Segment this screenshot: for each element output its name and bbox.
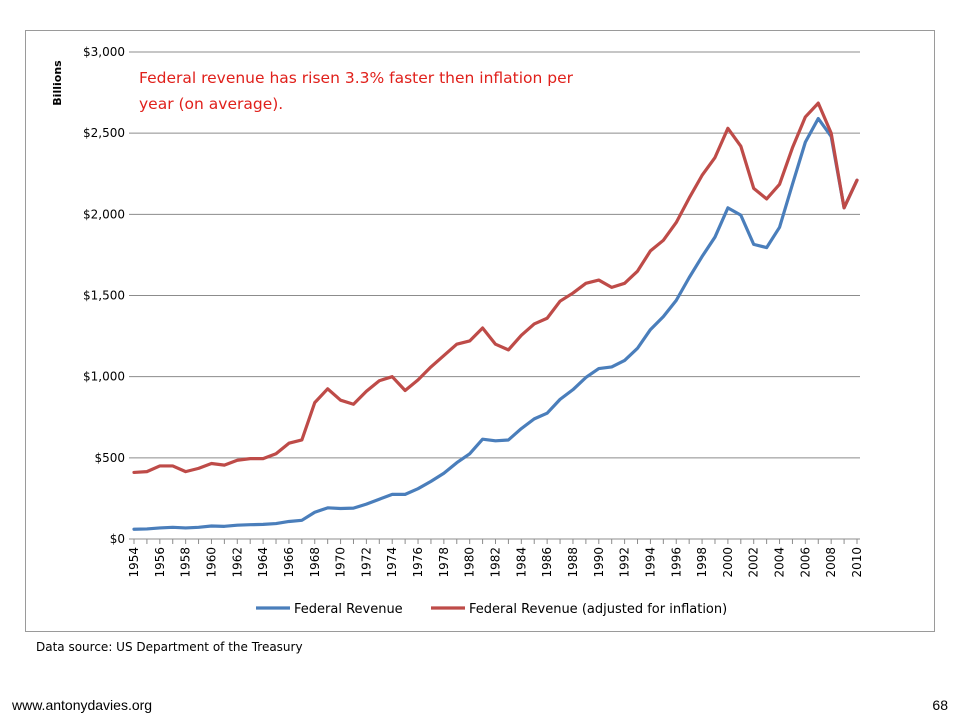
y-tick-label: $500 xyxy=(94,451,125,465)
x-tick-label: 1992 xyxy=(618,547,632,578)
legend-entry: Federal Revenue xyxy=(294,602,403,617)
x-tick-label: 1960 xyxy=(204,547,218,578)
x-tick-label: 1988 xyxy=(566,547,580,578)
x-tick-label: 2004 xyxy=(773,547,787,578)
x-tick-label: 1986 xyxy=(540,547,554,578)
footer-url[interactable]: www.antonydavies.org xyxy=(12,697,153,713)
x-tick-label: 1982 xyxy=(489,547,503,578)
grid-lines xyxy=(129,51,860,540)
x-tick-label: 1990 xyxy=(592,547,606,578)
x-tick-label: 1970 xyxy=(334,547,348,578)
y-tick-label: $2,000 xyxy=(83,207,125,221)
x-axis-tick-labels: 1954 1956 1958 1960 1962 1964 1966 1968 1970 1972… xyxy=(127,539,864,578)
series-line-federal-revenue xyxy=(132,116,859,531)
chart-frame: $0 $500 $1,000 $1,500 $2,000 $2,500 $3,000 195… xyxy=(25,30,935,632)
x-tick-label: 2002 xyxy=(747,547,761,578)
x-tick-label: 1954 xyxy=(127,547,141,578)
y-tick-label: $1,500 xyxy=(83,289,125,303)
x-tick-label: 1998 xyxy=(695,547,709,578)
y-tick-label: $0 xyxy=(110,532,125,546)
x-tick-label: 2008 xyxy=(824,547,838,578)
x-tick-label: 1994 xyxy=(643,547,657,578)
x-tick-label: 1958 xyxy=(179,547,193,578)
annotation-line: Federal revenue has risen 3.3% faster th… xyxy=(139,69,574,87)
page-number: 68 xyxy=(932,697,948,713)
x-tick-label: 1966 xyxy=(282,547,296,578)
chart-legend: Federal Revenue Federal Revenue (adjusted… xyxy=(256,602,727,617)
y-axis-tick-labels: $0 $500 $1,000 $1,500 $2,000 $2,500 $3,000 xyxy=(83,45,125,546)
x-tick-label: 1964 xyxy=(256,547,270,578)
series-lines xyxy=(132,101,859,531)
x-tick-label: 1972 xyxy=(359,547,373,578)
y-tick-label: $2,500 xyxy=(83,126,125,140)
x-tick-label: 1968 xyxy=(308,547,322,578)
y-axis-label: Billions xyxy=(51,60,64,106)
x-tick-label: 1996 xyxy=(669,547,683,578)
chart-annotation: Federal revenue has risen 3.3% faster th… xyxy=(139,69,574,113)
x-tick-label: 1976 xyxy=(411,547,425,578)
legend-entry: Federal Revenue (adjusted for inflation) xyxy=(469,602,727,617)
y-tick-label: $3,000 xyxy=(83,45,125,59)
x-tick-label: 1974 xyxy=(385,547,399,578)
x-tick-label: 1978 xyxy=(437,547,451,578)
series-line-federal-revenue-adjusted xyxy=(132,101,859,475)
y-tick-label: $1,000 xyxy=(83,370,125,384)
x-tick-label: 2010 xyxy=(850,547,864,578)
x-tick-label: 2000 xyxy=(721,547,735,578)
x-tick-label: 1962 xyxy=(230,547,244,578)
x-tick-label: 1984 xyxy=(514,547,528,578)
chart-plot: $0 $500 $1,000 $1,500 $2,000 $2,500 $3,000 195… xyxy=(51,45,864,617)
x-tick-label: 2006 xyxy=(798,547,812,578)
x-tick-label: 1980 xyxy=(463,547,477,578)
annotation-line: year (on average). xyxy=(139,95,283,113)
x-tick-label: 1956 xyxy=(153,547,167,578)
data-source-note: Data source: US Department of the Treasu… xyxy=(36,640,303,654)
